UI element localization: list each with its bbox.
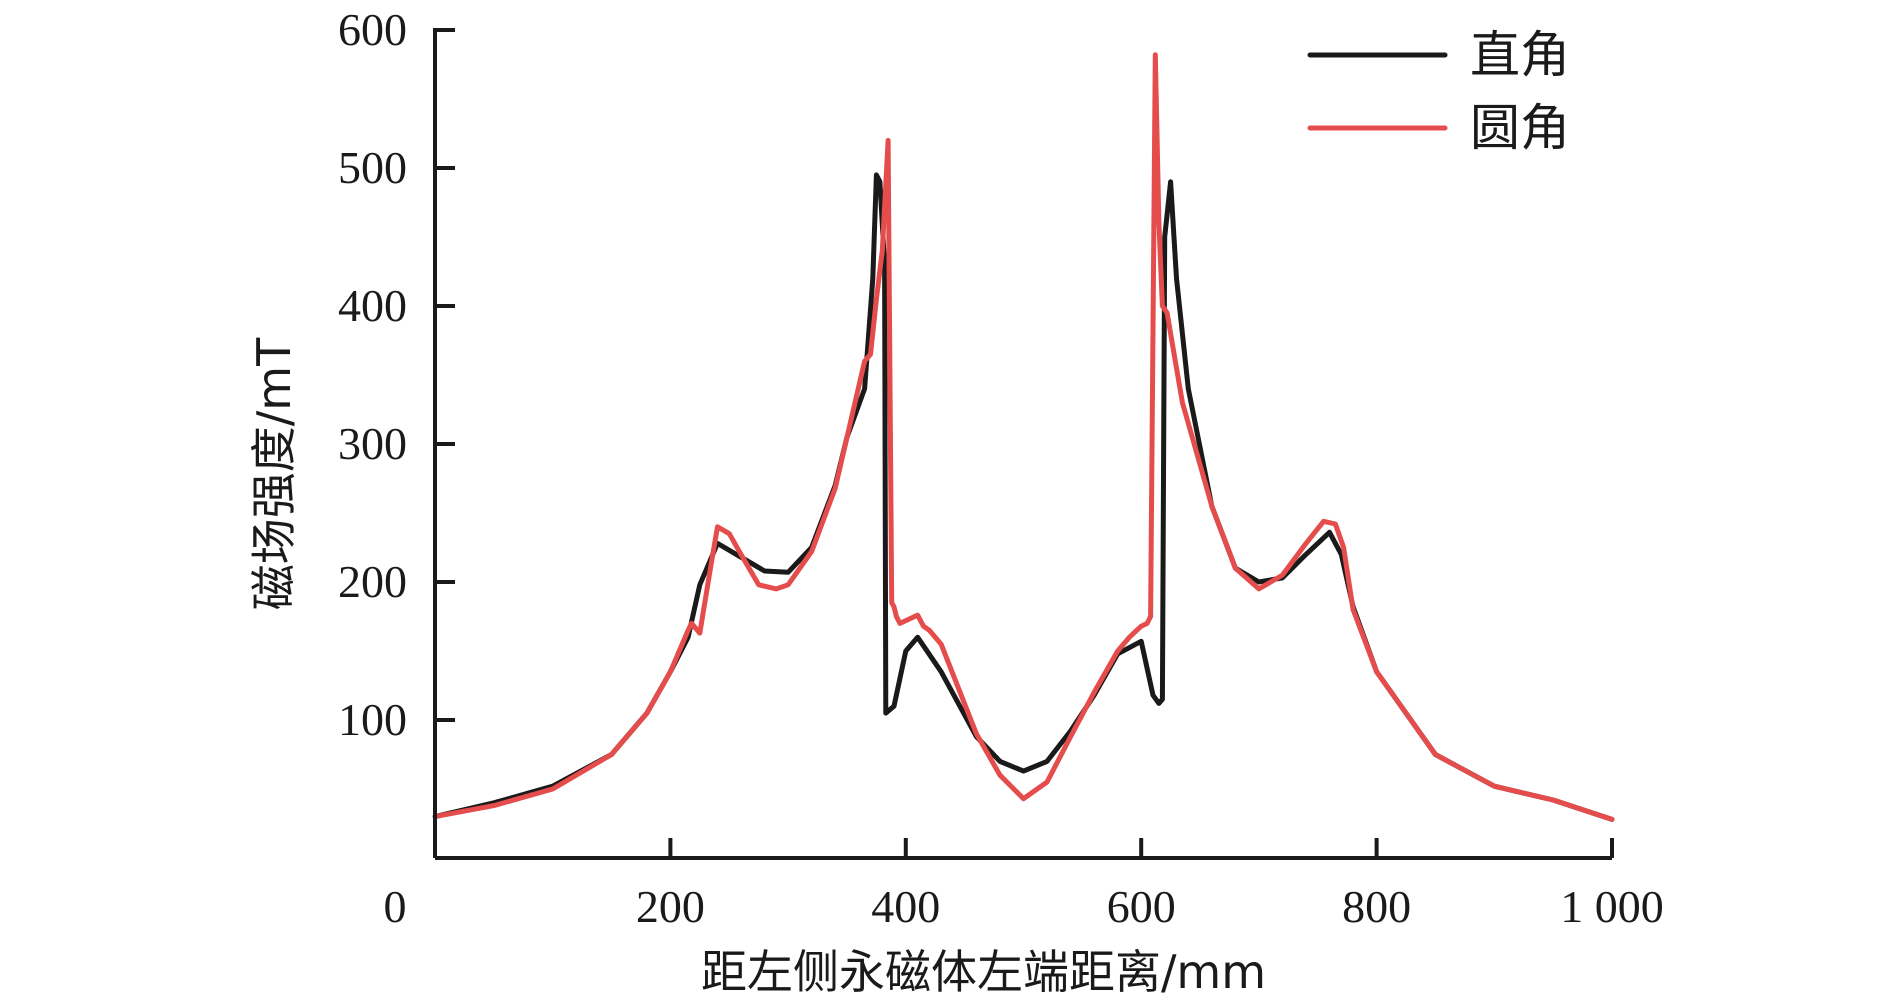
y-tick-label: 500: [338, 142, 407, 193]
series-layer: [432, 52, 1615, 822]
x-axis-ticks: 0 200 400 600 800 1 000: [384, 838, 1664, 932]
y-tick-label: 100: [338, 694, 407, 745]
x-tick-label: 200: [636, 881, 705, 932]
legend-label-rounded-corner: 圆角: [1470, 99, 1570, 157]
y-tick-label: 300: [338, 418, 407, 469]
x-tick-label: 0: [384, 881, 407, 932]
y-tick-label: 400: [338, 280, 407, 331]
series-line-rounded-corner: [432, 52, 1615, 822]
y-tick-label: 600: [338, 4, 407, 55]
legend: 直角 圆角: [1307, 26, 1570, 157]
x-tick-label: 400: [871, 881, 940, 932]
y-axis-ticks: 100 200 300 400 500 600: [338, 4, 455, 745]
x-tick-label: 800: [1342, 881, 1411, 932]
y-tick-label: 200: [338, 556, 407, 607]
x-axis-title: 距左侧永磁体左端距离/mm: [701, 945, 1266, 999]
plot-area: [432, 52, 1615, 822]
series-line-right-angle: [432, 172, 1615, 822]
x-tick-label: 600: [1107, 881, 1176, 932]
y-axis-title: 磁场强度/mT: [247, 337, 301, 610]
legend-label-right-angle: 直角: [1470, 26, 1570, 84]
x-tick-label: 1 000: [1560, 881, 1664, 932]
